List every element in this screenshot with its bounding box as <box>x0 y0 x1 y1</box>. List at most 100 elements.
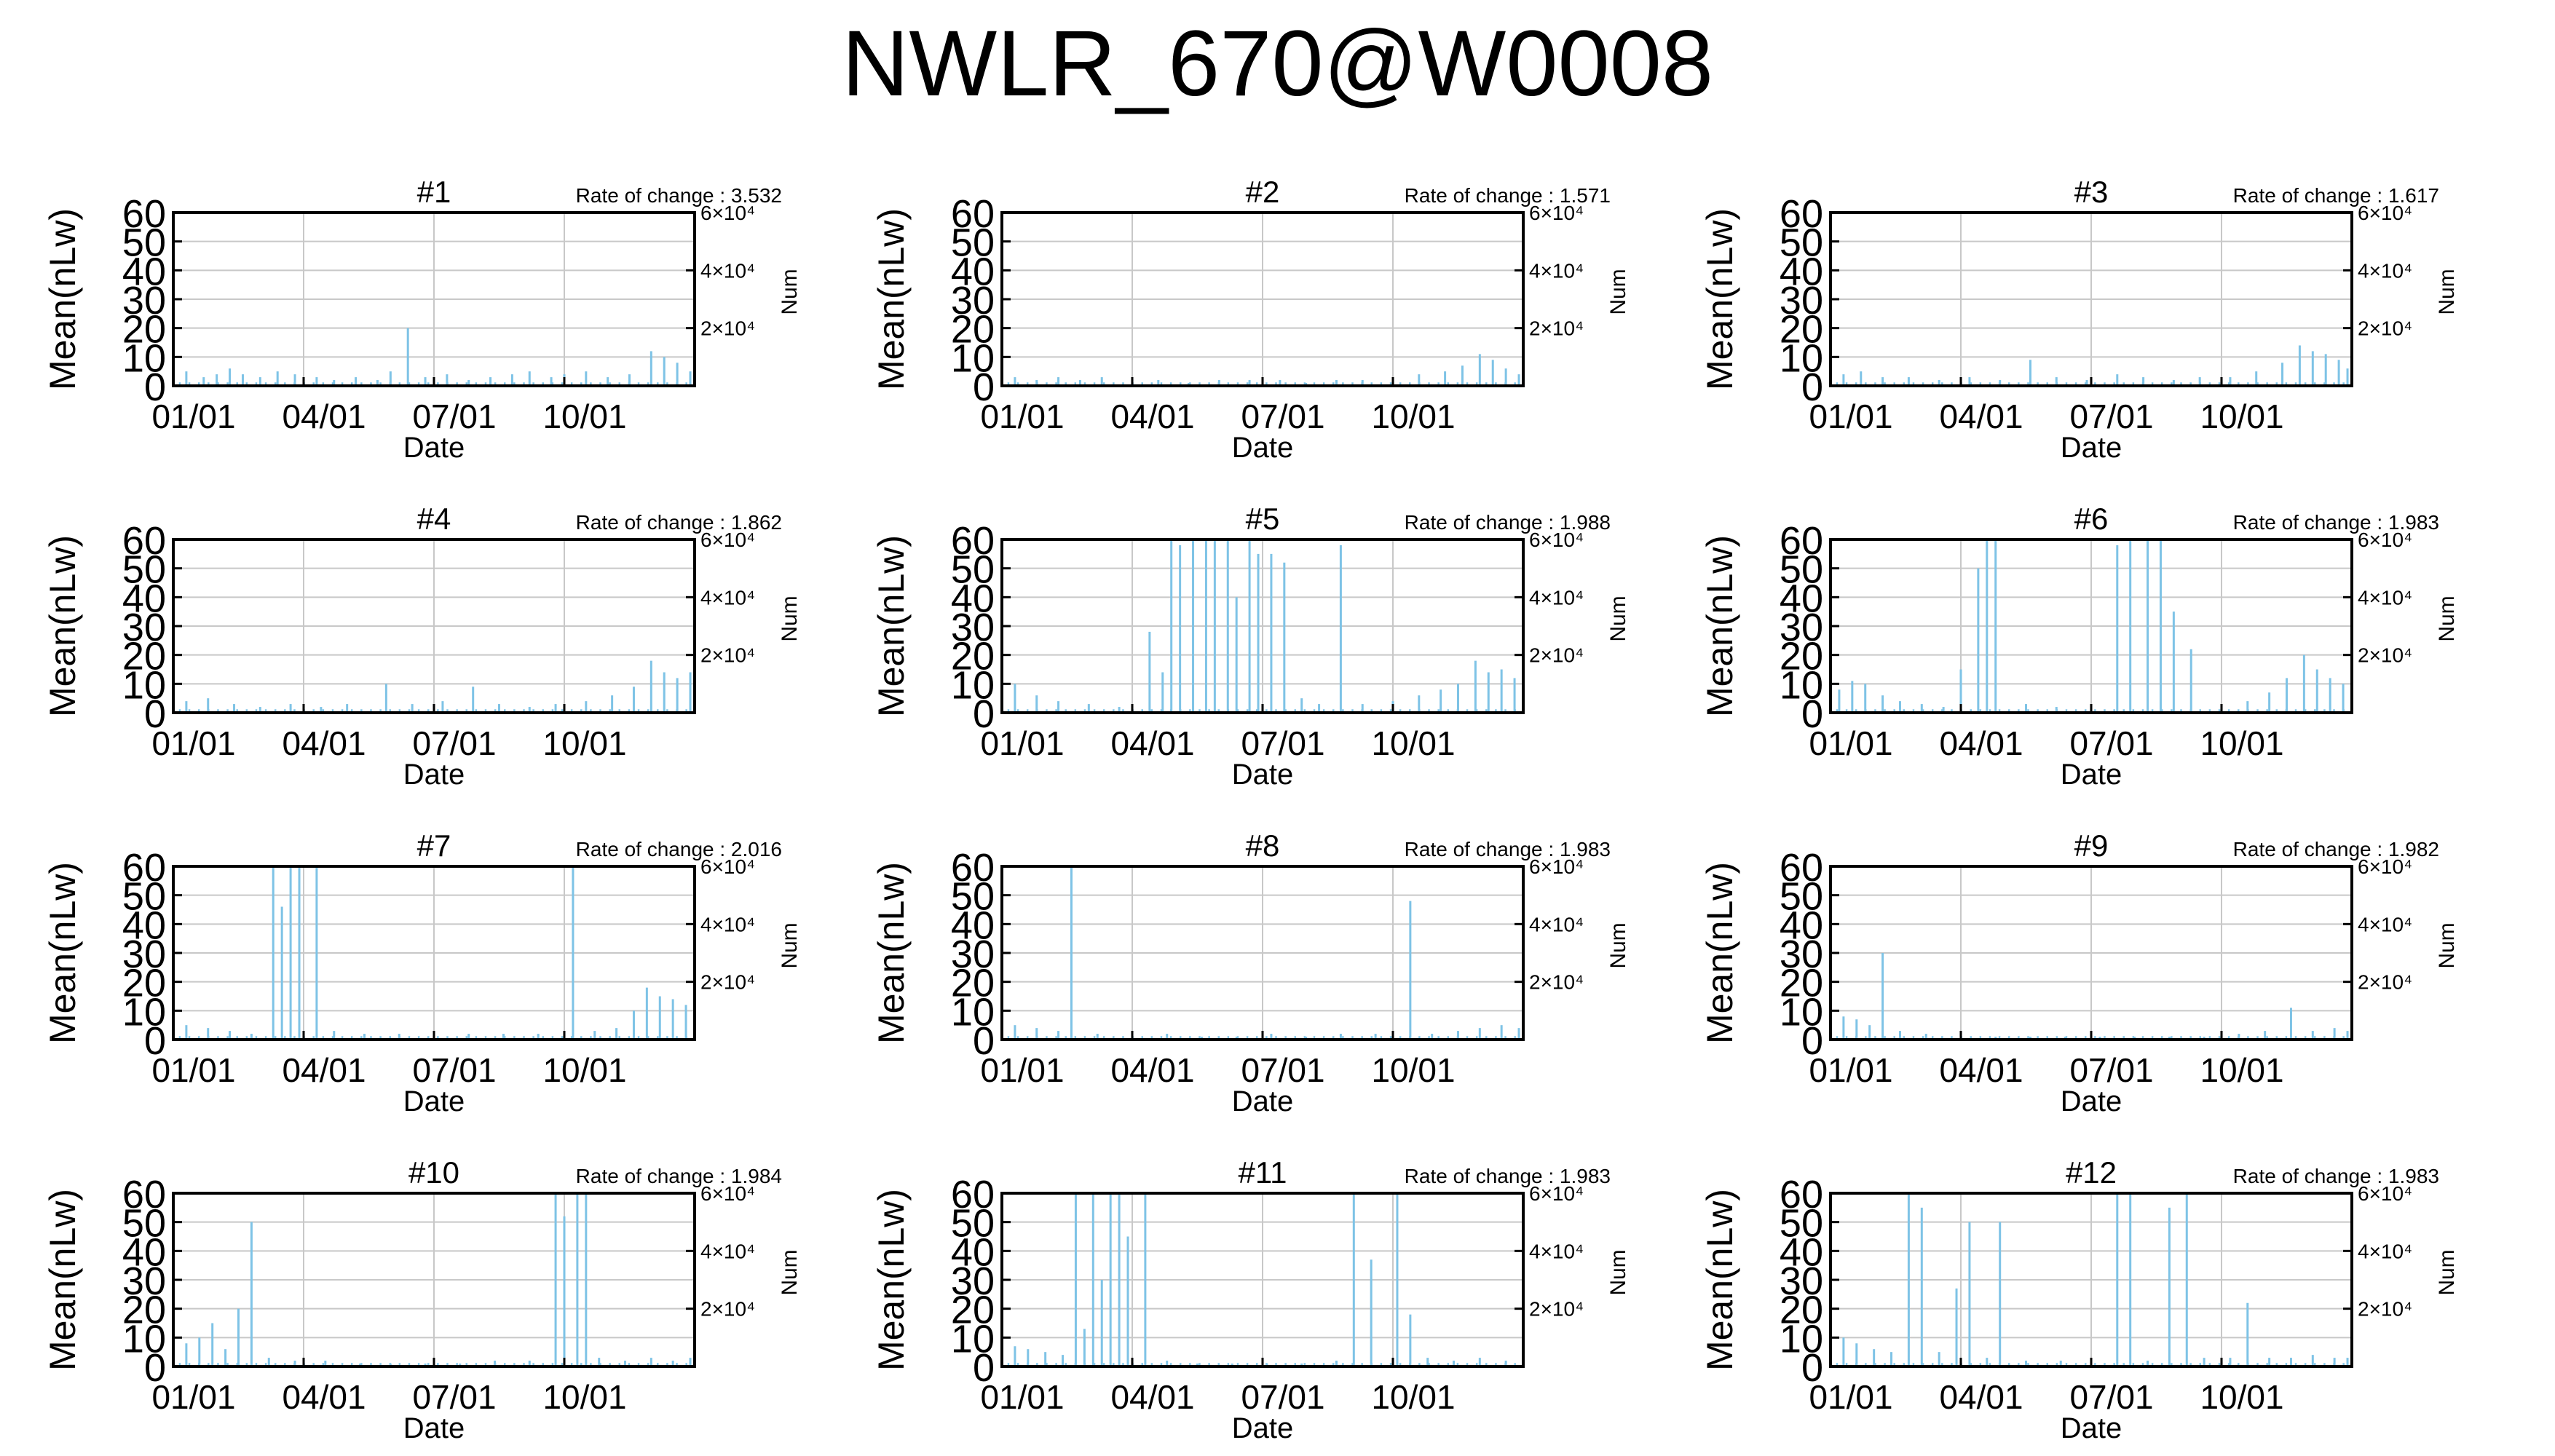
x-tick-label: 01/01 <box>151 397 235 435</box>
y-tick-label: 10 <box>122 336 166 380</box>
y-tick-label: 0 <box>144 1346 166 1390</box>
y-tick-label: 60 <box>122 192 166 236</box>
y-tick-label: 20 <box>1780 962 1823 1005</box>
y-tick-label: 20 <box>122 308 166 352</box>
y-tick-label: 30 <box>951 1259 995 1303</box>
y-tick-label: 50 <box>951 1202 995 1246</box>
y2-tick-label: 2×10⁴ <box>1529 971 1584 994</box>
panel-title: #9 <box>2074 828 2109 863</box>
y-tick-label: 40 <box>122 1230 166 1274</box>
y-tick-label: 0 <box>1801 365 1823 409</box>
y-tick-label: 50 <box>951 221 995 265</box>
y-axis-label: Mean(nLw) <box>871 535 912 717</box>
panel-title: #3 <box>2074 175 2109 209</box>
y2-tick-label: 4×10⁴ <box>700 913 755 935</box>
y-tick-label: 0 <box>144 692 166 736</box>
page-title: NWLR_670@W0008 <box>841 12 1714 116</box>
x-tick-label: 10/01 <box>2200 724 2283 762</box>
rate-of-change-label: Rate of change : 1.983 <box>2233 511 2439 534</box>
y2-tick-label: 4×10⁴ <box>700 586 755 609</box>
y-tick-label: 60 <box>1780 1173 1823 1216</box>
x-tick-label: 07/01 <box>1241 1051 1324 1089</box>
x-axis-label: Date <box>2061 1412 2122 1444</box>
y-tick-label: 50 <box>122 1202 166 1246</box>
y2-tick-label: 2×10⁴ <box>2358 317 2412 340</box>
y-tick-label: 10 <box>122 1317 166 1361</box>
y2-tick-label: 2×10⁴ <box>1529 317 1584 340</box>
y-tick-label: 60 <box>1780 192 1823 236</box>
x-tick-label: 01/01 <box>151 1051 235 1089</box>
y-tick-label: 20 <box>951 308 995 352</box>
y2-tick-label: 6×10⁴ <box>1529 1182 1584 1205</box>
x-tick-label: 10/01 <box>1371 1378 1455 1416</box>
y-tick-label: 0 <box>973 365 995 409</box>
rate-of-change-label: Rate of change : 1.983 <box>1405 838 1611 860</box>
y-tick-label: 60 <box>122 846 166 890</box>
x-tick-label: 04/01 <box>282 397 366 435</box>
y2-axis-label: Num <box>2435 922 2459 968</box>
y2-tick-label: 2×10⁴ <box>2358 1298 2412 1321</box>
y-tick-label: 10 <box>1780 663 1823 707</box>
x-tick-label: 04/01 <box>282 1051 366 1089</box>
y-tick-label: 20 <box>951 1289 995 1332</box>
panel-title: #11 <box>1239 1155 1287 1190</box>
y-tick-label: 10 <box>951 1317 995 1361</box>
y-tick-label: 40 <box>951 577 995 620</box>
y-tick-label: 30 <box>951 279 995 323</box>
x-tick-label: 07/01 <box>1241 1378 1324 1416</box>
y-tick-label: 10 <box>951 663 995 707</box>
y-tick-label: 60 <box>122 1173 166 1216</box>
rate-of-change-label: Rate of change : 2.016 <box>576 838 782 860</box>
y2-axis-label: Num <box>778 269 802 314</box>
y-tick-label: 10 <box>1780 990 1823 1034</box>
x-tick-label: 07/01 <box>2069 1378 2153 1416</box>
y2-axis-label: Num <box>2435 596 2459 641</box>
y2-tick-label: 2×10⁴ <box>2358 644 2412 667</box>
y-tick-label: 40 <box>1780 1230 1823 1274</box>
y-tick-label: 0 <box>973 1346 995 1390</box>
y-tick-label: 40 <box>1780 903 1823 947</box>
panel-title: #1 <box>417 175 451 209</box>
y-tick-label: 0 <box>973 692 995 736</box>
y2-tick-label: 6×10⁴ <box>700 1182 755 1205</box>
x-tick-label: 07/01 <box>2069 397 2153 435</box>
y-tick-label: 30 <box>122 933 166 976</box>
y2-tick-label: 6×10⁴ <box>2358 202 2412 224</box>
panel-title: #12 <box>2066 1155 2117 1190</box>
x-axis-label: Date <box>1232 759 1294 791</box>
y2-tick-label: 4×10⁴ <box>1529 1240 1584 1262</box>
y2-axis-label: Num <box>778 1249 802 1295</box>
x-tick-label: 07/01 <box>412 397 496 435</box>
y2-axis-label: Num <box>778 596 802 641</box>
x-tick-label: 04/01 <box>1110 397 1194 435</box>
y2-tick-label: 4×10⁴ <box>700 1240 755 1262</box>
y2-tick-label: 4×10⁴ <box>1529 586 1584 609</box>
x-tick-label: 04/01 <box>1110 724 1194 762</box>
y-tick-label: 50 <box>951 875 995 919</box>
y2-tick-label: 4×10⁴ <box>2358 259 2412 282</box>
y-tick-label: 10 <box>951 990 995 1034</box>
x-tick-label: 10/01 <box>1371 724 1455 762</box>
x-tick-label: 01/01 <box>1809 397 1892 435</box>
y-tick-label: 60 <box>122 519 166 563</box>
x-tick-label: 07/01 <box>412 1378 496 1416</box>
rate-of-change-label: Rate of change : 1.984 <box>576 1165 782 1187</box>
y2-axis-label: Num <box>778 922 802 968</box>
y-tick-label: 30 <box>1780 1259 1823 1303</box>
x-tick-label: 04/01 <box>1939 1051 2023 1089</box>
x-axis-label: Date <box>2061 759 2122 791</box>
y-axis-label: Mean(nLw) <box>42 1189 83 1371</box>
x-tick-label: 01/01 <box>980 1378 1064 1416</box>
y-tick-label: 30 <box>122 1259 166 1303</box>
y-tick-label: 20 <box>1780 1289 1823 1332</box>
rate-of-change-label: Rate of change : 1.617 <box>2233 184 2439 207</box>
y2-tick-label: 6×10⁴ <box>700 855 755 878</box>
y2-tick-label: 6×10⁴ <box>2358 529 2412 551</box>
x-tick-label: 04/01 <box>1939 397 2023 435</box>
y-tick-label: 30 <box>122 606 166 649</box>
y-tick-label: 30 <box>1780 933 1823 976</box>
y-tick-label: 20 <box>1780 308 1823 352</box>
y-tick-label: 50 <box>1780 875 1823 919</box>
y-tick-label: 0 <box>1801 692 1823 736</box>
